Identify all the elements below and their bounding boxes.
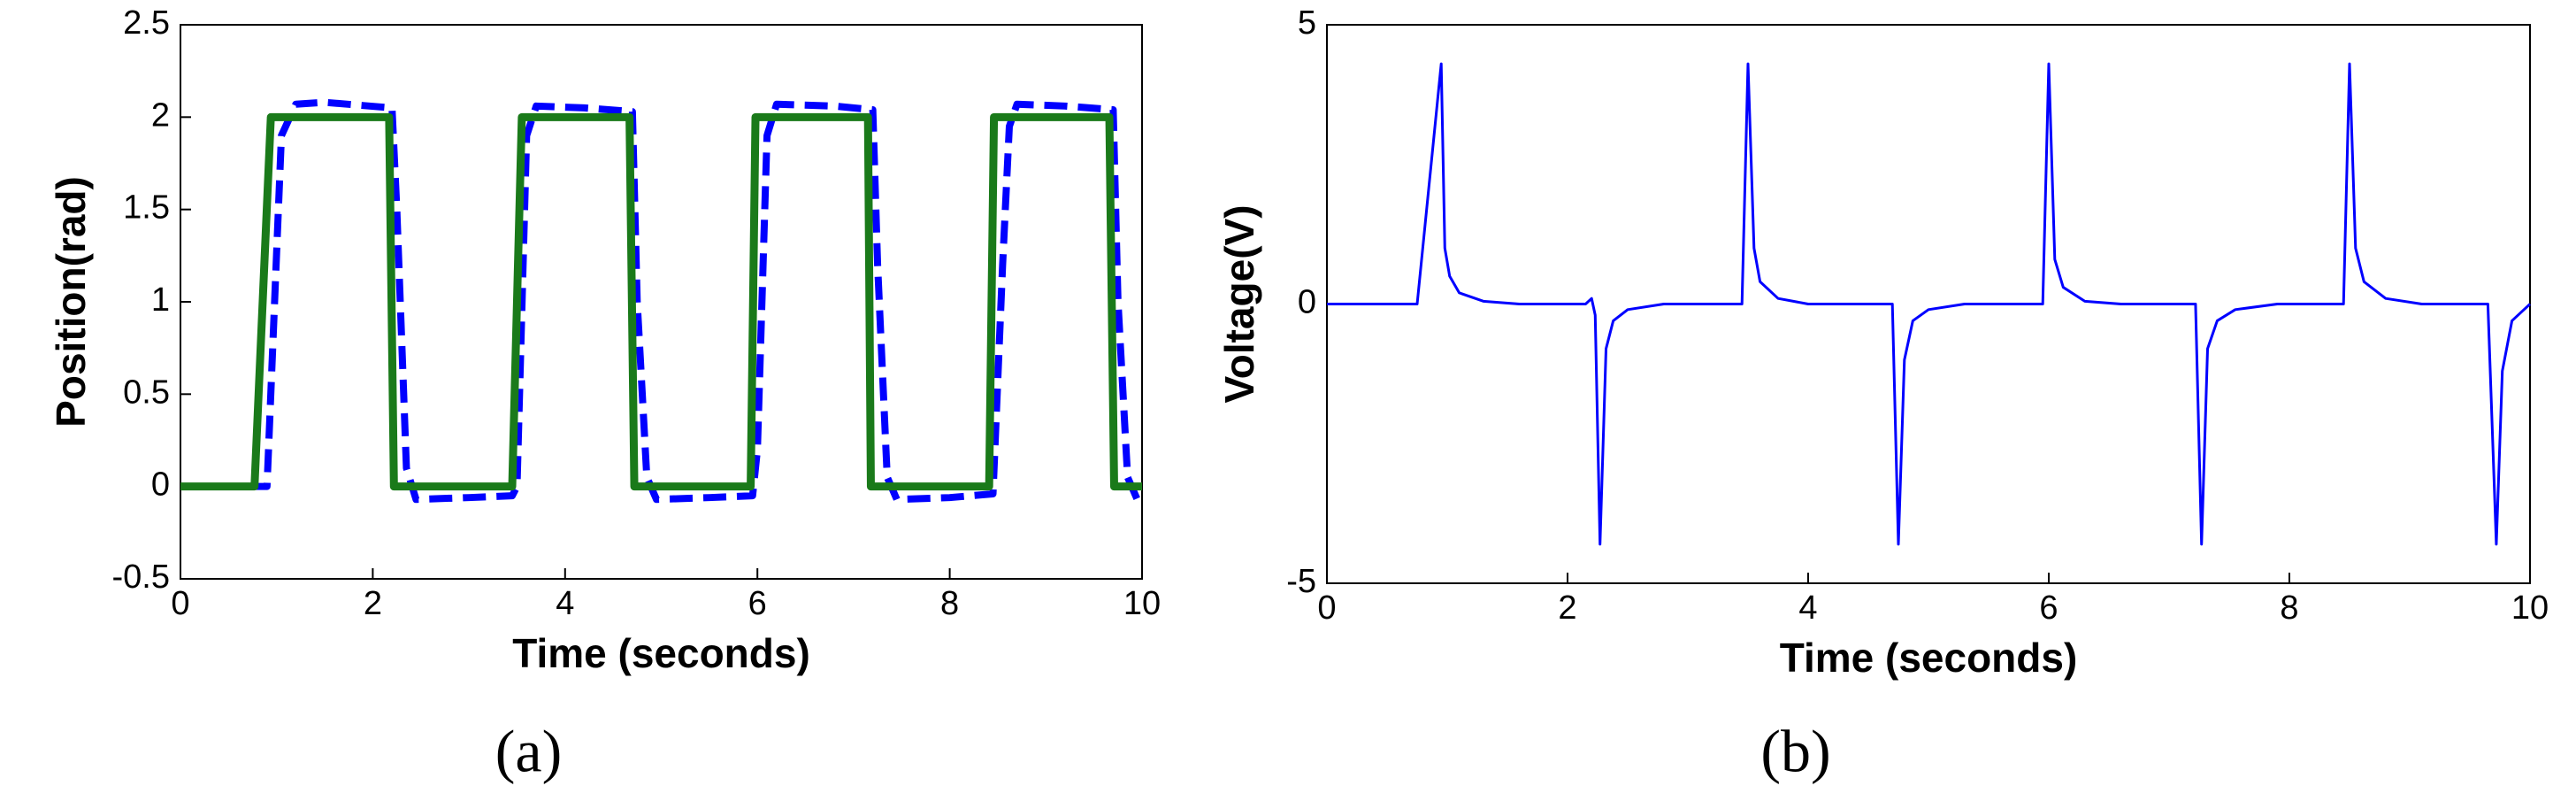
y-tick-label: 0 bbox=[151, 466, 170, 504]
x-tick-label: 4 bbox=[556, 585, 574, 622]
y-tick-label: 2.5 bbox=[123, 4, 170, 42]
x-axis-label: Time (seconds) bbox=[512, 630, 810, 676]
x-tick-label: 0 bbox=[171, 585, 189, 622]
y-tick-label: 1 bbox=[151, 281, 170, 319]
data-line bbox=[1327, 62, 2532, 546]
x-tick-label: 2 bbox=[1558, 589, 1576, 627]
x-tick-label: 8 bbox=[2280, 589, 2298, 627]
x-tick-label: 10 bbox=[2511, 589, 2549, 627]
y-tick-label: -5 bbox=[1286, 563, 1316, 600]
x-tick-label: 6 bbox=[748, 585, 767, 622]
x-tick-label: 6 bbox=[2039, 589, 2058, 627]
y-tick-label: 0.5 bbox=[123, 374, 170, 411]
x-tick-label: 4 bbox=[1798, 589, 1817, 627]
x-tick-label: 8 bbox=[940, 585, 959, 622]
data-line bbox=[180, 112, 1142, 491]
x-tick-label: 2 bbox=[364, 585, 382, 622]
y-tick-label: 0 bbox=[1298, 284, 1316, 321]
y-tick-label: 2 bbox=[151, 96, 170, 134]
y-tick-label: 5 bbox=[1298, 4, 1316, 42]
y-axis-label: Position(rad) bbox=[48, 176, 94, 427]
x-axis-label: Time (seconds) bbox=[1780, 635, 2078, 681]
y-axis-label: Voltage(V) bbox=[1216, 204, 1262, 403]
caption: (a) bbox=[495, 718, 562, 785]
y-tick-label: -0.5 bbox=[112, 558, 170, 596]
x-tick-label: 10 bbox=[1123, 585, 1161, 622]
y-tick-label: 1.5 bbox=[123, 189, 170, 227]
data-line bbox=[180, 98, 1142, 504]
x-tick-label: 0 bbox=[1317, 589, 1336, 627]
caption: (b) bbox=[1760, 718, 1830, 785]
